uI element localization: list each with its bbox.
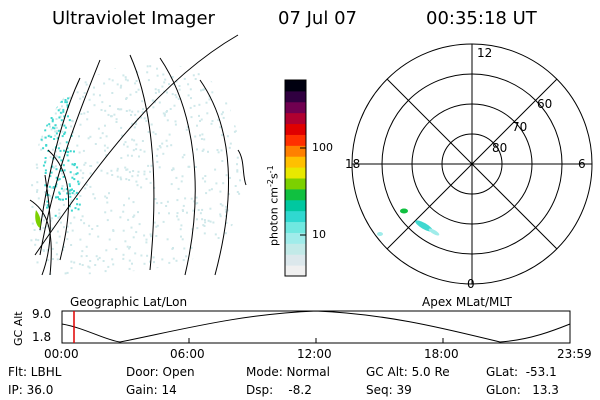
- colorbar-unit-label: photon cm-2s-1: [266, 165, 281, 246]
- colorbar-band: [285, 80, 306, 92]
- dsp-info: Dsp: -8.2: [246, 383, 312, 397]
- polar-plot: [351, 43, 593, 285]
- alt-tick-9: 9.0: [32, 307, 52, 321]
- filter-info: Flt: LBHL: [8, 365, 62, 379]
- time-tick-0: 00:00: [44, 347, 79, 361]
- lat-label-70: 70: [512, 120, 528, 134]
- colorbar-band: [285, 167, 306, 179]
- mlt-label-18: 18: [345, 157, 361, 171]
- seq-info: Seq: 39: [366, 383, 412, 397]
- colorbar-band: [285, 188, 306, 201]
- colorbar-band: [285, 101, 306, 114]
- colorbar-band: [285, 178, 306, 190]
- glon-info: GLon: 13.3: [486, 383, 559, 397]
- gain-info: Gain: 14: [126, 383, 177, 397]
- time-tick-4: 23:59: [557, 347, 592, 361]
- colorbar-band: [285, 145, 306, 157]
- time-tick-3: 18:00: [424, 347, 459, 361]
- lat-label-80: 80: [492, 141, 508, 155]
- colorbar-band: [285, 199, 306, 212]
- time-tick-2: 12:00: [297, 347, 332, 361]
- colorbar-band: [285, 254, 306, 266]
- date-label: 07 Jul 07: [278, 8, 357, 29]
- apex-label: Apex MLat/MLT: [422, 295, 512, 309]
- time-tick-1: 06:00: [170, 347, 205, 361]
- gc-alt-info: GC Alt: 5.0 Re: [366, 365, 450, 379]
- door-info: Door: Open: [126, 365, 195, 379]
- colorbar-band: [285, 156, 306, 168]
- colorbar-band: [285, 112, 306, 125]
- colorbar-tick-100: 100: [312, 141, 333, 154]
- geographic-label: Geographic Lat/Lon: [70, 295, 188, 309]
- glat-info: GLat: -53.1: [486, 365, 557, 379]
- polar-aurora-patches: [377, 208, 440, 236]
- mlt-label-6: 6: [578, 157, 586, 171]
- colorbar-band: [285, 123, 306, 135]
- colorbar-band: [285, 90, 306, 103]
- colorbar-tick-10: 10: [312, 228, 326, 241]
- colorbar-band: [285, 265, 306, 277]
- colorbar-band: [285, 134, 306, 146]
- lat-label-60: 60: [537, 97, 553, 111]
- colorbar: [284, 79, 307, 277]
- colorbar-band: [285, 243, 306, 255]
- mlt-label-0: 0: [467, 277, 475, 291]
- geographic-image: [29, 34, 247, 276]
- colorbar-band: [285, 210, 306, 223]
- mlt-label-12: 12: [477, 46, 493, 60]
- time-label: 00:35:18 UT: [426, 8, 537, 29]
- alt-tick-1-8: 1.8: [32, 330, 52, 344]
- mode-info: Mode: Normal: [246, 365, 330, 379]
- altitude-axis-label: GC Alt: [12, 311, 25, 346]
- ip-info: IP: 36.0: [8, 383, 54, 397]
- colorbar-band: [285, 232, 306, 244]
- altitude-plot: [61, 310, 571, 344]
- colorbar-band: [285, 221, 306, 233]
- instrument-title: Ultraviolet Imager: [52, 8, 215, 29]
